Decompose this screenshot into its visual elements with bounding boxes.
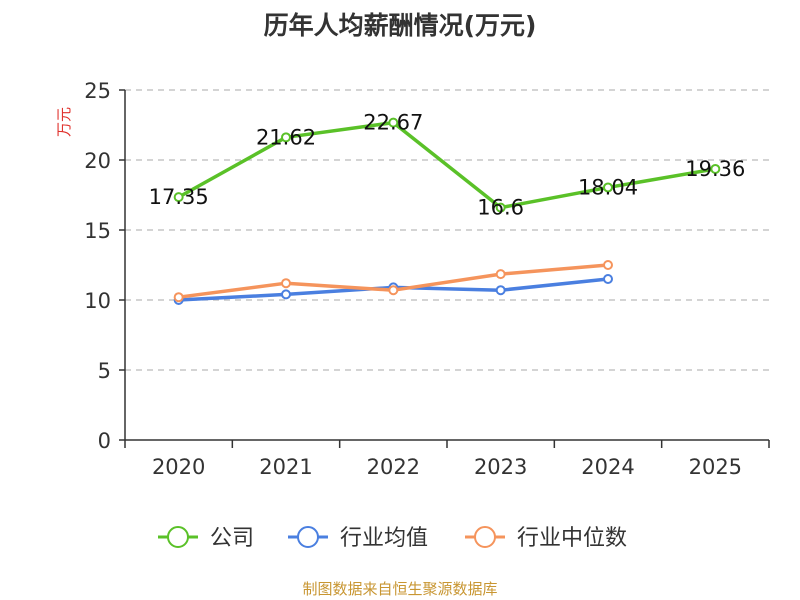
series-0-point-2025 [710,163,721,174]
series-lines [173,117,721,305]
series-2-point-2024 [603,260,613,270]
x-tick-labels: 2020 2021 2022 2023 2024 2025 [152,455,742,479]
series-0-point-2023 [495,202,506,213]
series-line-0 [177,120,716,210]
data-label-2025: 19.36 [685,157,745,181]
series-2-point-2021 [281,278,291,289]
source-note: 制图数据来自恒生聚源数据库 [302,580,498,598]
legend-label-1: 行业均值 [340,526,428,551]
y-tick-label-15: 15 [84,219,111,243]
legend-label-2: 行业中位数 [517,526,627,551]
legend-label-0: 公司 [210,526,254,551]
x-tick-label-2022: 2022 [367,455,420,479]
series-1-point-2024 [603,274,613,284]
series-0-point-2022 [388,117,399,128]
x-tick-label-2025: 2025 [689,455,742,479]
chart-title: 历年人均薪酬情况(万元) [263,11,537,40]
y-tick-label-10: 10 [84,289,111,313]
data-labels: 17.35 21.62 22.67 16.6 18.04 19.36 [149,111,746,220]
legend-marker-1 [297,526,319,548]
y-axis-unit-label: 万元 [55,107,73,137]
series-0-point-2020 [173,192,184,203]
x-tick-label-2023: 2023 [474,455,527,479]
data-label-2023: 16.6 [477,196,524,220]
y-tick-label-0: 0 [98,429,111,453]
x-tick-label-2020: 2020 [152,455,205,479]
legend-marker-0 [167,526,189,548]
data-label-2022: 22.67 [363,111,423,135]
grid-lines [125,89,769,371]
x-tick-label-2021: 2021 [259,455,312,479]
data-label-2024: 18.04 [578,175,638,199]
series-2-point-2022 [388,285,399,296]
series-2-point-2020 [173,292,184,303]
series-0-point-2024 [603,182,613,193]
y-tick-label-25: 25 [84,79,111,103]
axes [119,89,770,448]
y-tick-label-20: 20 [84,149,111,173]
series-1-point-2021 [281,289,291,300]
legend-marker-2 [474,526,496,548]
series-2-point-2023 [495,269,506,280]
y-tick-labels: 0 5 10 15 20 25 [84,79,111,453]
data-label-2020: 17.35 [149,185,209,209]
y-tick-label-5: 5 [98,359,111,383]
series-0-point-2021 [281,132,291,143]
legend: 公司 行业均值 行业中位数 [158,526,627,551]
series-1-point-2023 [495,285,506,296]
x-tick-label-2024: 2024 [581,455,634,479]
data-label-2021: 21.62 [256,125,316,149]
